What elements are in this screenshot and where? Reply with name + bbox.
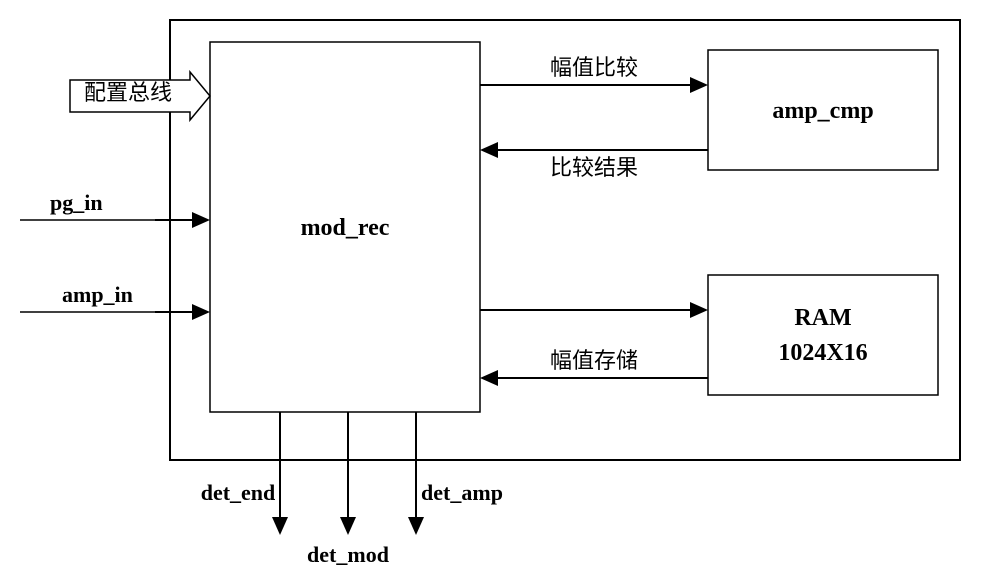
amp-in-label: amp_in <box>62 282 133 307</box>
mod-rec-label: mod_rec <box>301 215 390 241</box>
config-bus-label: 配置总线 <box>84 80 172 105</box>
arrow-label: 比较结果 <box>550 155 638 180</box>
arrow-label: 幅值比较 <box>550 55 638 80</box>
det-mod-label: det_mod <box>307 542 389 567</box>
ram-label-1: RAM <box>794 305 851 331</box>
amp-cmp-label: amp_cmp <box>772 98 873 124</box>
ram-block <box>708 275 938 395</box>
ram-label-2: 1024X16 <box>778 340 867 366</box>
det-amp-label: det_amp <box>421 480 503 505</box>
pg-in-label: pg_in <box>50 190 103 215</box>
arrow-label: 幅值存储 <box>550 348 638 373</box>
det-end-label: det_end <box>201 480 276 505</box>
